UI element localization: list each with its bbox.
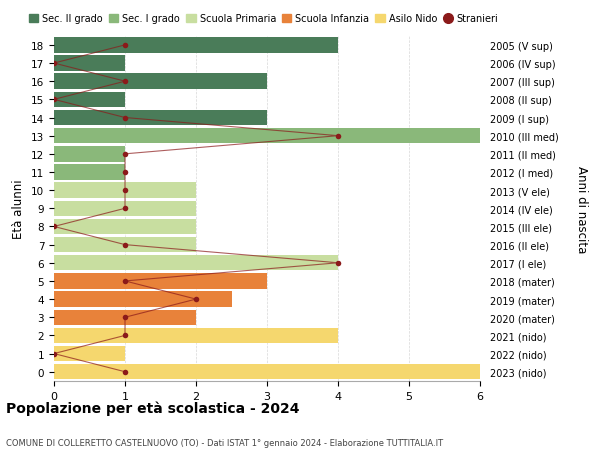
Text: Popolazione per età scolastica - 2024: Popolazione per età scolastica - 2024 <box>6 401 299 415</box>
Point <box>49 350 59 358</box>
Bar <box>54 201 196 217</box>
Point <box>49 60 59 67</box>
Y-axis label: Anni di nascita: Anni di nascita <box>575 165 588 252</box>
Bar <box>54 328 338 343</box>
Point <box>120 169 130 176</box>
Point <box>120 332 130 339</box>
Point <box>120 205 130 213</box>
Bar <box>54 219 196 235</box>
Legend: Sec. II grado, Sec. I grado, Scuola Primaria, Scuola Infanzia, Asilo Nido, Stran: Sec. II grado, Sec. I grado, Scuola Prim… <box>25 11 502 28</box>
Text: COMUNE DI COLLERETTO CASTELNUOVO (TO) - Dati ISTAT 1° gennaio 2024 - Elaborazion: COMUNE DI COLLERETTO CASTELNUOVO (TO) - … <box>6 438 443 448</box>
Point <box>120 368 130 375</box>
Bar <box>54 165 125 180</box>
Point <box>49 96 59 104</box>
Point <box>333 133 343 140</box>
Point <box>333 259 343 267</box>
Bar <box>54 310 196 325</box>
Bar <box>54 292 232 307</box>
Bar <box>54 364 480 380</box>
Point <box>120 187 130 195</box>
Bar <box>54 346 125 362</box>
Point <box>120 78 130 86</box>
Bar <box>54 129 480 144</box>
Bar <box>54 256 338 271</box>
Bar <box>54 111 267 126</box>
Point <box>120 115 130 122</box>
Bar <box>54 56 125 72</box>
Point <box>120 314 130 321</box>
Bar <box>54 38 338 54</box>
Y-axis label: Età alunni: Età alunni <box>13 179 25 239</box>
Bar <box>54 92 125 108</box>
Bar <box>54 274 267 289</box>
Point <box>49 223 59 230</box>
Bar <box>54 74 267 90</box>
Point <box>120 278 130 285</box>
Bar <box>54 147 125 162</box>
Point <box>191 296 201 303</box>
Bar <box>54 237 196 253</box>
Point <box>120 241 130 249</box>
Point <box>120 151 130 158</box>
Bar <box>54 183 196 198</box>
Point <box>120 42 130 50</box>
